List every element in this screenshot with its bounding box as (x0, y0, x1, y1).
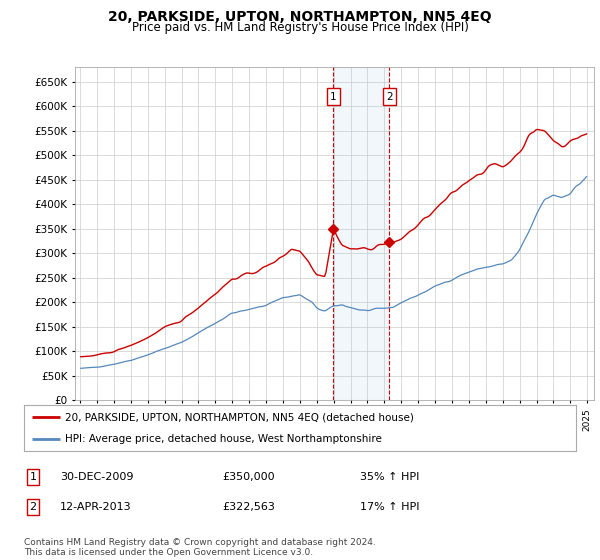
Bar (334, 67, 389, 400)
Text: 35% ↑ HPI: 35% ↑ HPI (360, 472, 419, 482)
Text: 1: 1 (330, 92, 337, 101)
Text: 1: 1 (29, 472, 37, 482)
Text: £350,000: £350,000 (222, 472, 275, 482)
Text: Contains HM Land Registry data © Crown copyright and database right 2024.
This d: Contains HM Land Registry data © Crown c… (24, 538, 376, 557)
Text: 12-APR-2013: 12-APR-2013 (60, 502, 131, 512)
Text: 30-DEC-2009: 30-DEC-2009 (60, 472, 133, 482)
Text: 20, PARKSIDE, UPTON, NORTHAMPTON, NN5 4EQ (detached house): 20, PARKSIDE, UPTON, NORTHAMPTON, NN5 4E… (65, 412, 414, 422)
Text: 20, PARKSIDE, UPTON, NORTHAMPTON, NN5 4EQ: 20, PARKSIDE, UPTON, NORTHAMPTON, NN5 4E… (108, 10, 492, 24)
Text: 2: 2 (386, 92, 392, 101)
Text: HPI: Average price, detached house, West Northamptonshire: HPI: Average price, detached house, West… (65, 435, 382, 444)
Text: Price paid vs. HM Land Registry's House Price Index (HPI): Price paid vs. HM Land Registry's House … (131, 21, 469, 34)
Text: £322,563: £322,563 (222, 502, 275, 512)
Text: 17% ↑ HPI: 17% ↑ HPI (360, 502, 419, 512)
Text: 2: 2 (29, 502, 37, 512)
